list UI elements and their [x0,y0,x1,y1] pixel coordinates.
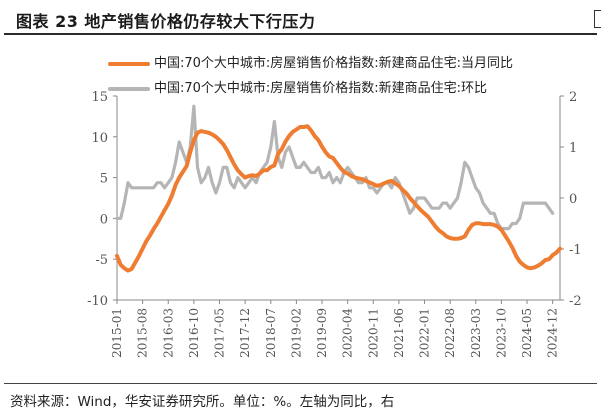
corner-bracket [594,10,601,28]
x-axis-tick-label: 2023-10 [494,308,508,358]
x-axis-tick-label: 2016-03 [161,308,175,358]
left-axis-tick-label: 15 [91,90,108,105]
legend-item-yoy: 中国:70个大中城市:房屋销售价格指数:新建商品住宅:当月同比 [108,52,513,71]
left-axis-tick-label: 5 [100,172,108,187]
series-line-yoy [115,124,562,273]
x-axis-tick-label: 2017-12 [238,308,252,358]
right-axis-tick-label: 1 [569,141,577,156]
x-axis-tick-label: 2022-01 [418,308,432,358]
x-axis-tick-label: 2020-04 [341,308,355,358]
right-axis-tick-label: 2 [569,90,577,105]
left-axis-tick-label: 10 [91,131,108,146]
legend-label-yoy: 中国:70个大中城市:房屋销售价格指数:新建商品住宅:当月同比 [154,56,514,71]
left-axis-tick-label: 0 [100,212,108,227]
x-axis-tick-label: 2021-06 [392,308,406,358]
x-axis-tick-label: 2023-03 [469,308,483,358]
x-axis-tick-label: 2016-10 [187,308,201,358]
x-axis-tick-label: 2018-07 [264,308,278,358]
x-axis-tick-label: 2024-12 [546,308,560,358]
x-axis-tick-label: 2017-05 [213,308,227,358]
legend-swatch-mom [108,86,150,91]
x-axis-tick-label: 2022-08 [443,308,457,358]
figure-title: 图表 23 地产销售价格仍存较大下行压力 [16,12,316,31]
x-axis-tick-label: 2024-05 [520,308,534,358]
left-axis-tick-label: -10 [87,294,108,309]
footer-rule [4,383,597,384]
x-axis-tick-label: 2015-01 [110,308,124,358]
legend-item-mom: 中国:70个大中城市:房屋销售价格指数:新建商品住宅:环比 [108,77,487,96]
source-note: 资料来源：Wind，华安证券研究所。单位：%。左轴为同比，右 [10,394,395,410]
legend-swatch-yoy [108,61,150,66]
right-axis-tick-label: 0 [569,192,577,207]
title-rule [4,33,597,35]
right-axis-tick-label: -2 [569,294,582,309]
x-axis-tick-label: 2020-11 [366,308,380,358]
x-axis-tick-label: 2019-02 [289,308,303,358]
x-axis-tick-label: 2019-09 [315,308,329,358]
x-axis-tick-label: 2015-08 [136,308,150,358]
series-line-mom [115,104,555,231]
series-group [115,104,562,273]
legend-label-mom: 中国:70个大中城市:房屋销售价格指数:新建商品住宅:环比 [154,81,488,96]
left-axis-tick-label: -5 [95,253,108,268]
right-axis-tick-label: -1 [569,243,582,258]
